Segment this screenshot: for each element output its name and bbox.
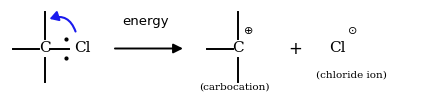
Text: (chloride ion): (chloride ion): [316, 71, 387, 80]
Text: ⊙: ⊙: [349, 26, 358, 36]
Text: C: C: [233, 42, 244, 55]
Text: ⊕: ⊕: [244, 26, 254, 36]
Text: Cl: Cl: [74, 42, 91, 55]
Text: Cl: Cl: [329, 42, 346, 55]
Text: +: +: [288, 39, 302, 58]
Text: energy: energy: [122, 15, 169, 28]
Text: C: C: [39, 42, 51, 55]
Text: (carbocation): (carbocation): [199, 82, 269, 91]
FancyArrowPatch shape: [51, 12, 76, 32]
